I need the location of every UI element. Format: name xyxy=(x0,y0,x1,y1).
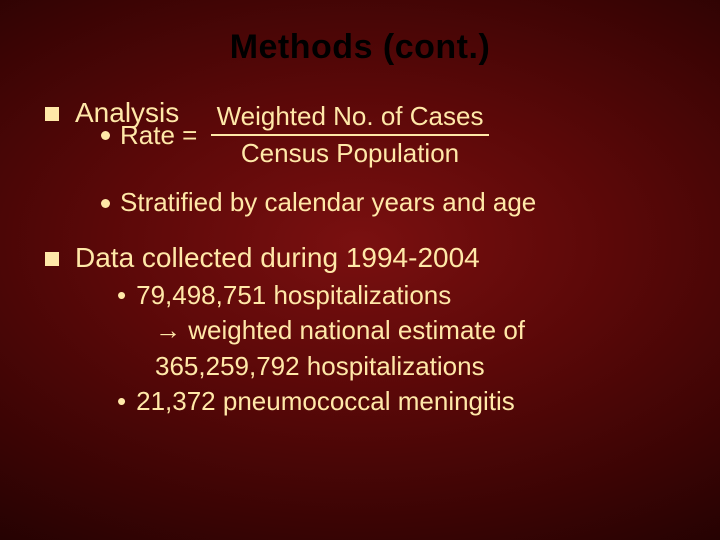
square-bullet-icon xyxy=(45,107,59,121)
sub-bullet-line: 79,498,751 hospitalizations xyxy=(136,278,451,313)
bullet-text: Stratified by calendar years and age xyxy=(120,187,536,218)
bullet-stratified: Stratified by calendar years and age xyxy=(101,187,675,218)
square-bullet-icon xyxy=(45,252,59,266)
sub-bullet-text: weighted national estimate of xyxy=(188,315,525,345)
sub-bullet-meningitis: • 21,372 pneumococcal meningitis xyxy=(117,384,675,419)
sub-bullet-line: 21,372 pneumococcal meningitis xyxy=(136,384,515,419)
formula-label: Rate = xyxy=(120,120,205,151)
fraction-numerator: Weighted No. of Cases xyxy=(211,101,490,132)
fraction-denominator: Census Population xyxy=(235,138,465,169)
sub-bullets: • 79,498,751 hospitalizations → weighted… xyxy=(117,278,675,418)
dot-bullet-icon xyxy=(101,131,110,140)
bullet-data-collected: Data collected during 1994-2004 xyxy=(45,242,675,274)
slide-body: Methods (cont.) Analysis Rate = Weighted… xyxy=(0,0,720,540)
dot-bullet-icon: • xyxy=(117,384,126,419)
bullet-text: Data collected during 1994-2004 xyxy=(75,242,480,274)
sub-bullet-line: 365,259,792 hospitalizations xyxy=(155,349,675,384)
sub-bullet-hospitalizations: • 79,498,751 hospitalizations xyxy=(117,278,675,313)
slide-title: Methods (cont.) xyxy=(45,28,675,67)
dot-bullet-icon xyxy=(101,199,110,208)
fraction-line-icon xyxy=(211,134,490,136)
fraction: Weighted No. of Cases Census Population xyxy=(211,101,490,169)
slide-content: Analysis Rate = Weighted No. of Cases Ce… xyxy=(45,97,675,419)
dot-bullet-icon: • xyxy=(117,278,126,313)
sub-bullet-line: → weighted national estimate of xyxy=(155,313,675,348)
arrow-icon: → xyxy=(155,315,181,345)
formula-rate: Rate = Weighted No. of Cases Census Popu… xyxy=(101,101,675,169)
